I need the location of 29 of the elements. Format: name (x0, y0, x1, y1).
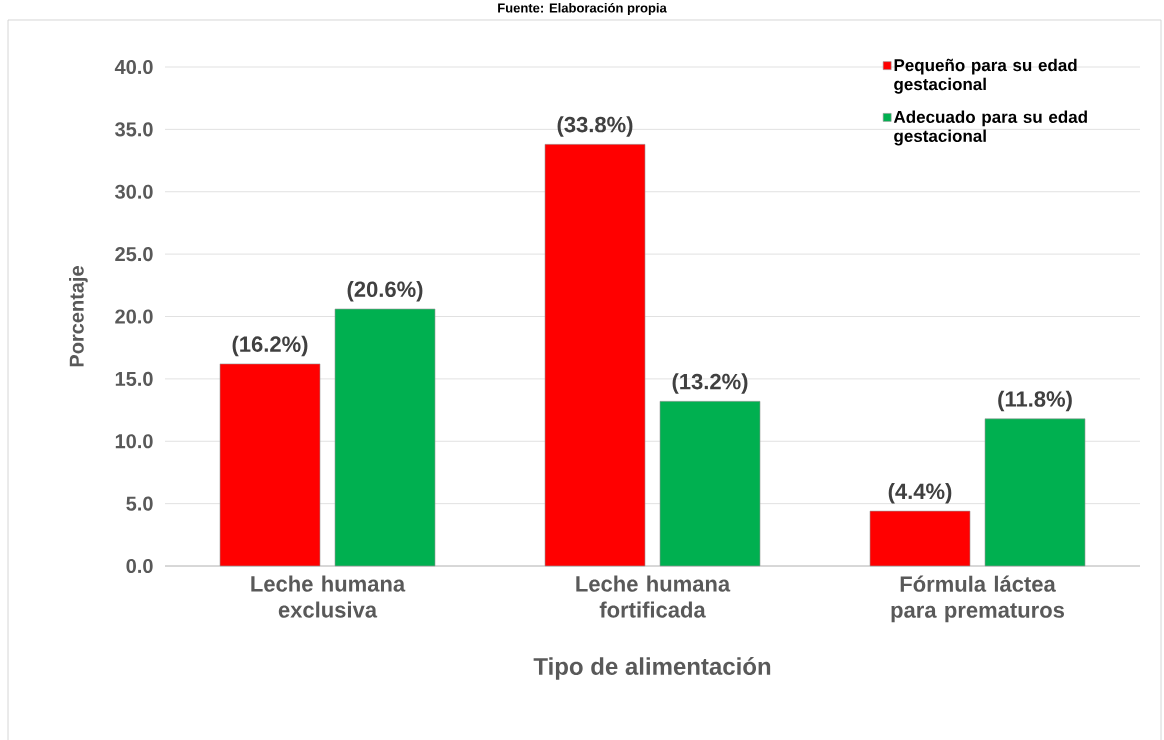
y-tick-label: 40.0 (114, 59, 153, 75)
data-label: (20.6%) (347, 280, 423, 302)
y-tick-label: 5.0 (126, 496, 153, 511)
x-tick-label: Leche humana exclusiva (251, 575, 406, 618)
data-label: (16.2%) (232, 335, 308, 357)
legend-label: Adecuado para su edad gestacional (893, 110, 1087, 146)
data-label: (11.8%) (998, 390, 1072, 412)
data-label: (33.8%) (557, 116, 633, 137)
bar (659, 401, 761, 567)
bar (984, 418, 1086, 567)
y-tick-label: 20.0 (115, 309, 153, 324)
bar (334, 308, 436, 567)
data-label: (4.4%) (888, 482, 952, 504)
x-tick-label: Leche humana fortificada (576, 575, 731, 618)
data-label: (13.2%) (672, 373, 748, 394)
y-tick-label: 35.0 (115, 122, 153, 137)
y-tick-label: 25.0 (115, 247, 153, 262)
y-axis-title: Porcentaje (69, 266, 88, 367)
x-tick-label: Fórmula láctea para prematuros (891, 575, 1064, 623)
legend-label: Pequeño para su edad gestacional (894, 58, 1077, 94)
y-tick-label: 0.0 (126, 558, 153, 574)
source-note: Fuente: Elaboración propia (498, 2, 667, 16)
y-tick-label: 30.0 (115, 184, 153, 199)
bar (219, 363, 321, 567)
y-tick-label: 15.0 (115, 371, 153, 386)
bar (544, 144, 646, 567)
bar (869, 510, 971, 567)
x-axis-title: Tipo de alimentación (533, 657, 771, 680)
y-tick-label: 10.0 (115, 434, 153, 449)
